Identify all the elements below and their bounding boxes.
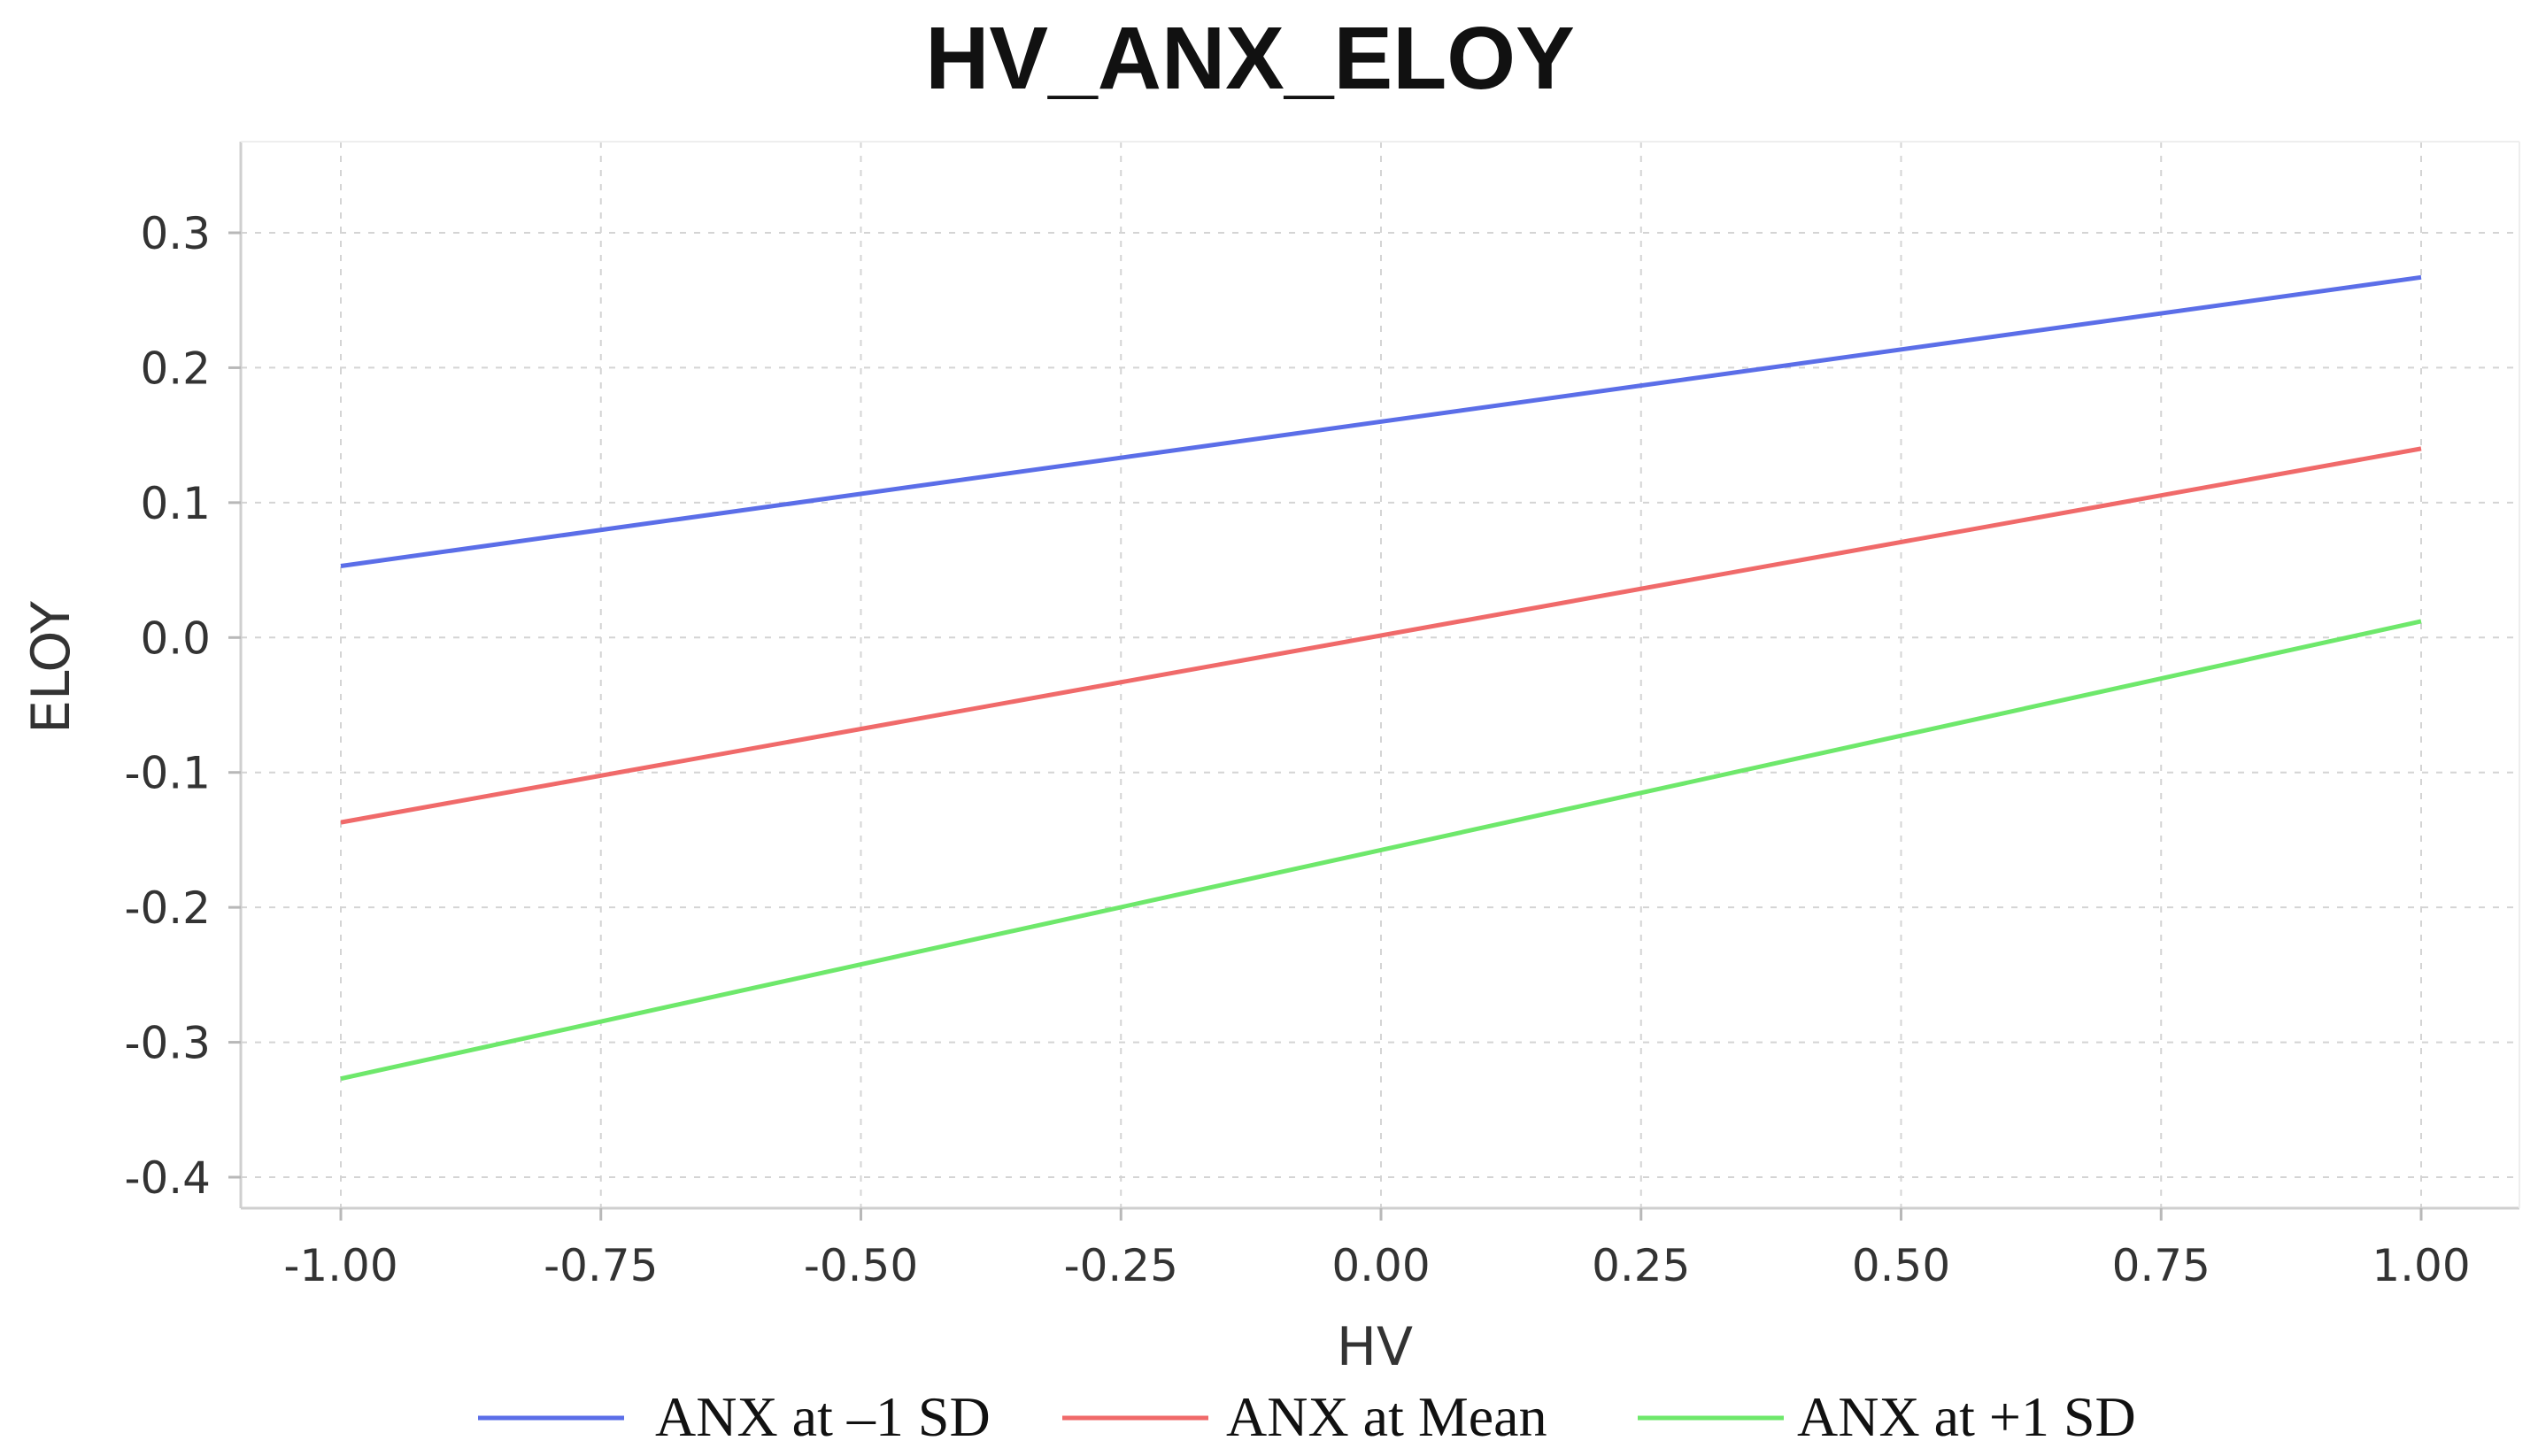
x-tick-label: -0.25: [1064, 1240, 1178, 1291]
axes: [228, 141, 2520, 1221]
legend-label-3: ANX at +1 SD: [1797, 1385, 2136, 1448]
y-tick-label: -0.3: [124, 1018, 211, 1069]
y-tick-label: 0.3: [140, 208, 211, 259]
x-tick-label: -0.50: [804, 1240, 918, 1291]
x-tick-label: 1.00: [2372, 1240, 2470, 1291]
y-axis-title: ELOY: [20, 601, 82, 734]
y-tick-label: 0.2: [140, 343, 211, 394]
legend-label-1: ANX at –1 SD: [655, 1385, 991, 1448]
x-tick-label: 0.75: [2112, 1240, 2210, 1291]
y-tick-label: -0.4: [124, 1152, 211, 1204]
x-tick-label: 0.25: [1592, 1240, 1690, 1291]
x-tick-label: -0.75: [544, 1240, 658, 1291]
x-axis-title: HV: [1337, 1316, 1413, 1378]
y-tick-label: -0.1: [124, 748, 211, 799]
y-tick-label: 0.1: [140, 478, 211, 529]
series-line-1: [340, 274, 2422, 568]
x-tick-label: 0.50: [1852, 1240, 1950, 1291]
series-line-2: [340, 446, 2422, 825]
legend-label-2: ANX at Mean: [1226, 1385, 1547, 1448]
series-lines: [340, 274, 2422, 1082]
y-tick-label: 0.0: [140, 612, 211, 664]
x-tick-label: 0.00: [1331, 1240, 1430, 1291]
series-line-3: [340, 619, 2422, 1082]
legend: ANX at –1 SD ANX at Mean ANX at +1 SD: [478, 1385, 2136, 1448]
chart-title: HV_ANX_ELOY: [925, 9, 1575, 108]
tick-labels: -1.00 -0.75 -0.50 -0.25 0.00 0.25 0.50 0.75 1.00…: [124, 208, 2470, 1291]
y-tick-label: -0.2: [124, 882, 211, 934]
x-tick-label: -1.00: [283, 1240, 397, 1291]
